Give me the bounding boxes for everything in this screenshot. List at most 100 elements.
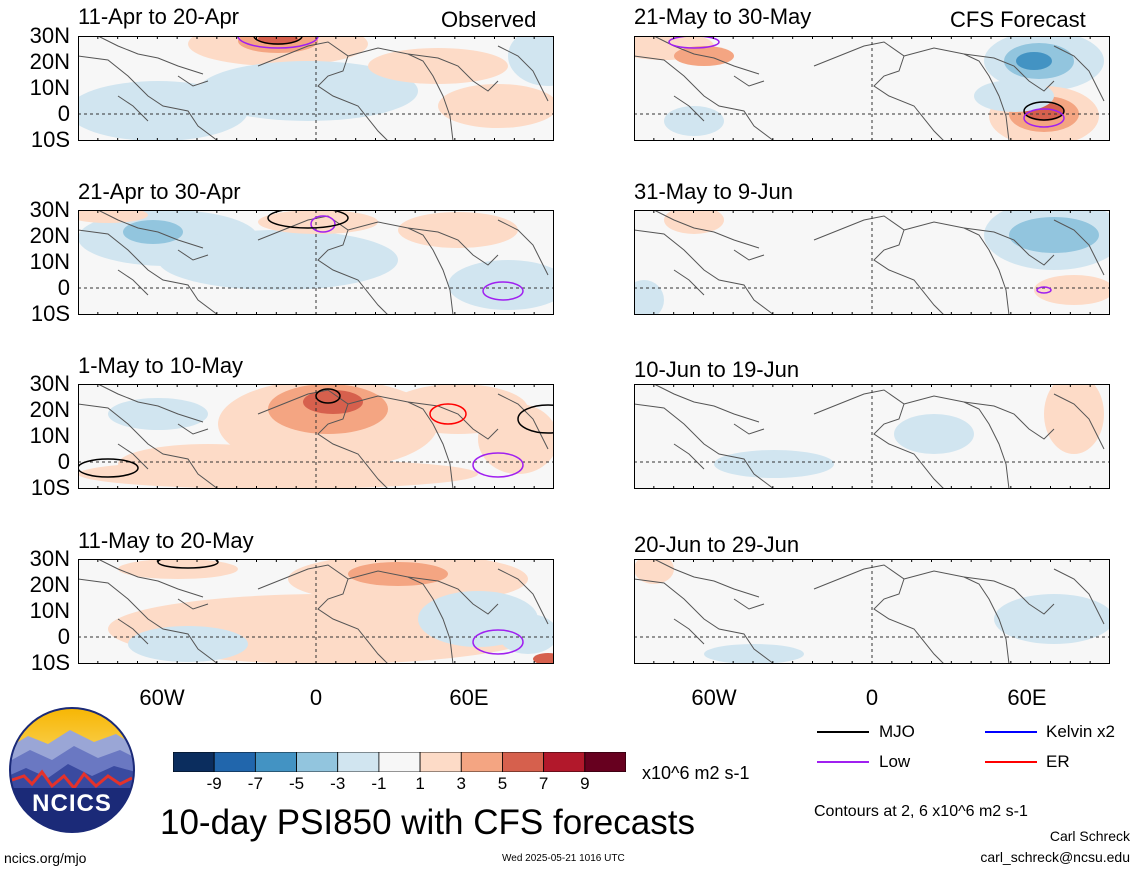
colorbar-swatch xyxy=(213,751,256,773)
coastline xyxy=(407,401,454,489)
anomaly-shading xyxy=(123,220,183,244)
anomaly-shading xyxy=(634,559,674,584)
contours-note: Contours at 2, 6 x10^6 m2 s-1 xyxy=(814,803,1028,820)
coastline xyxy=(97,559,204,598)
coastline xyxy=(257,389,389,489)
anomaly-shading xyxy=(1034,275,1110,305)
ylabel: 20N xyxy=(29,223,70,248)
wave-contour xyxy=(517,404,554,434)
wave-contour xyxy=(267,210,349,229)
wave-contour xyxy=(472,452,524,478)
anomaly-shading xyxy=(634,280,664,315)
coastline xyxy=(634,403,775,489)
map-panel xyxy=(634,384,1110,489)
coastline xyxy=(653,210,760,249)
xlabel-left-60e: 60E xyxy=(449,685,489,710)
xlabel-left-60w: 60W xyxy=(139,685,185,710)
ylabel: 0 xyxy=(57,449,70,474)
coastline xyxy=(117,269,149,296)
anomaly-shading xyxy=(258,210,378,234)
map-panel xyxy=(78,559,554,664)
coastline xyxy=(903,395,1055,440)
author-name: Carl Schreck xyxy=(1049,828,1130,844)
coastline xyxy=(813,215,945,315)
coastline xyxy=(177,249,209,261)
map-panel xyxy=(634,36,1110,141)
ylabel: 0 xyxy=(57,275,70,300)
timestamp: Wed 2025-05-21 1016 UTC xyxy=(502,853,625,864)
coastline xyxy=(97,384,204,423)
wave-contour xyxy=(253,36,303,45)
coastline xyxy=(673,269,705,296)
coastline xyxy=(733,249,765,261)
ylabel: 10S xyxy=(30,650,70,675)
colorbar-swatch xyxy=(543,751,586,773)
anomaly-shading xyxy=(198,61,418,121)
coastline xyxy=(97,210,204,249)
coastline xyxy=(78,403,219,489)
coastline xyxy=(497,45,549,102)
wave-contour xyxy=(157,559,219,569)
panel-title-fc-2: 31-May to 9-Jun xyxy=(634,179,793,204)
wave-contour xyxy=(1036,286,1052,294)
colorbar-tick: 3 xyxy=(456,774,466,793)
anomaly-shading xyxy=(78,210,148,223)
coastline xyxy=(653,384,760,423)
coastline xyxy=(813,564,945,664)
anomaly-shading xyxy=(478,404,554,474)
map-panel xyxy=(78,210,554,315)
panel-title-obs-4: 11-May to 20-May xyxy=(78,528,254,553)
wave-contour xyxy=(482,281,524,301)
coastline xyxy=(78,55,219,141)
logo-text: NCICS xyxy=(32,790,112,817)
wave-contour xyxy=(668,36,720,49)
wave-contour xyxy=(237,36,319,49)
colorbar-swatch xyxy=(502,751,545,773)
legend xyxy=(817,722,1117,787)
anomaly-shading xyxy=(368,48,508,84)
colorbar-tick: 9 xyxy=(580,774,590,793)
wave-contour xyxy=(429,403,467,425)
legend-label-low: Low xyxy=(879,752,911,771)
coastline xyxy=(634,229,775,315)
anomaly-shading xyxy=(533,653,554,664)
colorbar-tick: 5 xyxy=(497,774,508,793)
wave-contour xyxy=(1023,108,1065,128)
colorbar-tick: -5 xyxy=(288,774,305,793)
coastline xyxy=(1053,568,1105,625)
coastline xyxy=(117,443,149,470)
map-panel xyxy=(78,384,554,489)
coastline xyxy=(497,568,549,625)
forecast-label: CFS Forecast xyxy=(950,7,1086,32)
anomaly-shading xyxy=(438,84,554,128)
map-panel xyxy=(634,559,1110,664)
coastline xyxy=(347,395,499,440)
ylabel: 10N xyxy=(29,75,70,100)
coastline xyxy=(117,618,149,645)
colorbar-swatch xyxy=(254,751,297,773)
ylabel: 30N xyxy=(29,23,70,48)
coastline xyxy=(78,229,219,315)
xlabel-right-60w: 60W xyxy=(691,685,737,710)
colorbar-tick: -7 xyxy=(247,774,263,793)
colorbar-tick: -3 xyxy=(330,774,346,793)
coastline xyxy=(1053,45,1105,102)
anomaly-shading xyxy=(348,562,448,586)
colorbar-tick: -1 xyxy=(371,774,387,793)
wave-contour xyxy=(472,629,524,655)
coastline xyxy=(963,53,1010,141)
anomaly-shading xyxy=(118,559,238,579)
wave-contour xyxy=(78,458,139,478)
coastline xyxy=(347,570,499,615)
anomaly-shading xyxy=(108,398,208,430)
colorbar-swatch xyxy=(584,751,627,773)
coastline xyxy=(407,227,454,315)
wave-contour xyxy=(310,215,336,233)
colorbar-swatch xyxy=(172,751,215,773)
legend-label-mjo: MJO xyxy=(879,722,915,741)
coastline xyxy=(733,423,765,435)
anomaly-shading xyxy=(1016,52,1052,70)
coastline xyxy=(177,423,209,435)
coastline xyxy=(497,219,549,276)
coastline xyxy=(903,47,1055,92)
